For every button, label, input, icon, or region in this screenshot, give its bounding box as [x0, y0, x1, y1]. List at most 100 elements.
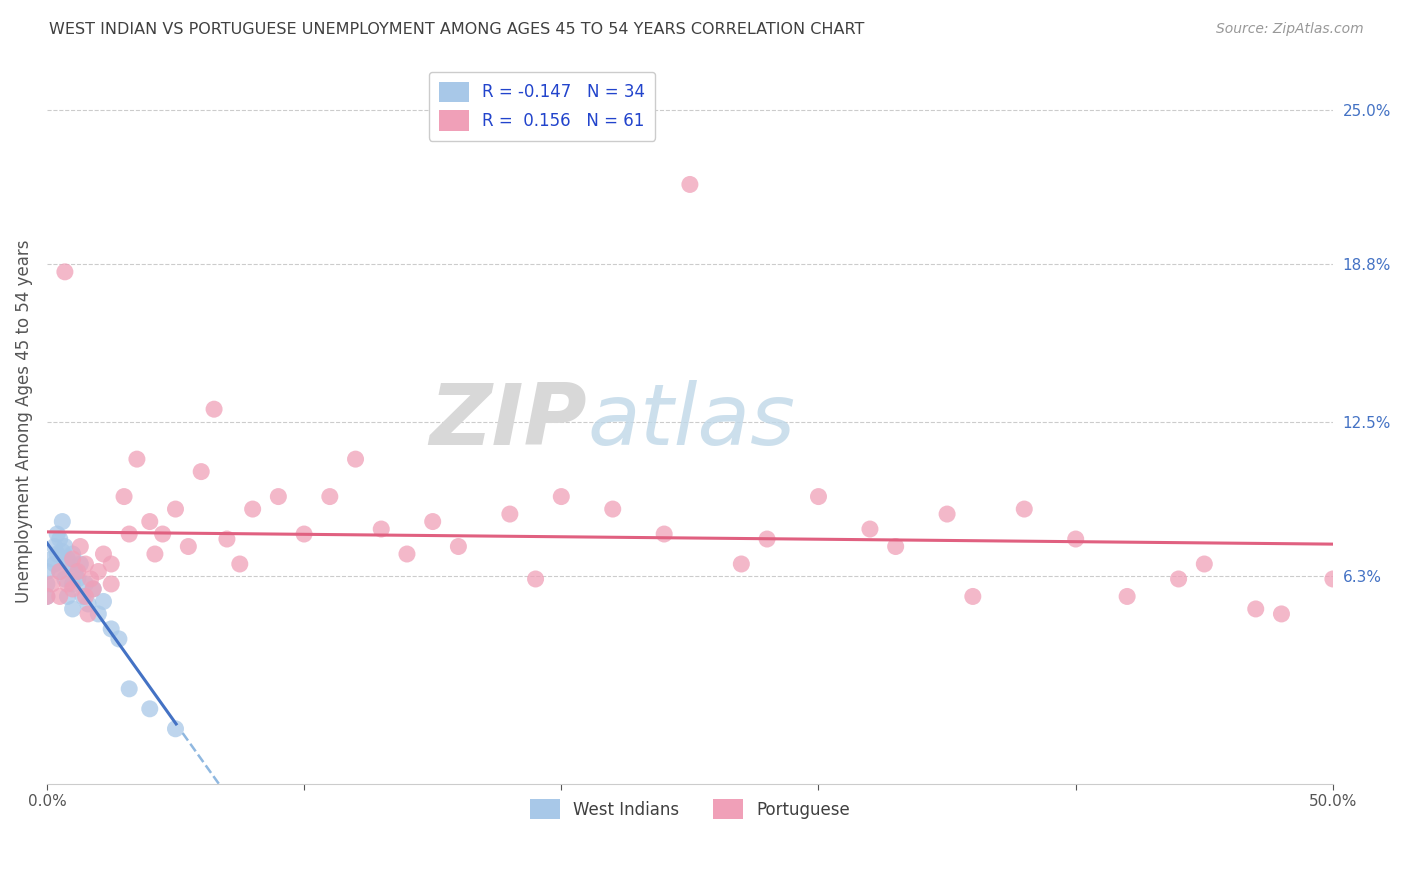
- Point: [229, 557, 252, 571]
- Point: [35, 565, 58, 579]
- Point: [202, 402, 225, 417]
- Point: [1244, 602, 1267, 616]
- Point: [77, 607, 100, 621]
- Point: [75, 557, 97, 571]
- Point: [1270, 607, 1292, 621]
- Point: [82, 582, 104, 596]
- Point: [242, 502, 264, 516]
- Point: [652, 527, 675, 541]
- Point: [46, 547, 69, 561]
- Point: [962, 590, 984, 604]
- Point: [44, 540, 66, 554]
- Point: [550, 490, 572, 504]
- Point: [62, 582, 84, 596]
- Point: [139, 702, 162, 716]
- Point: [35, 590, 58, 604]
- Point: [53, 265, 76, 279]
- Point: [66, 565, 89, 579]
- Point: [730, 557, 752, 571]
- Point: [395, 547, 418, 561]
- Point: [215, 532, 238, 546]
- Point: [87, 607, 110, 621]
- Point: [72, 590, 94, 604]
- Point: [46, 527, 69, 541]
- Point: [936, 507, 959, 521]
- Text: WEST INDIAN VS PORTUGUESE UNEMPLOYMENT AMONG AGES 45 TO 54 YEARS CORRELATION CHA: WEST INDIAN VS PORTUGUESE UNEMPLOYMENT A…: [49, 22, 865, 37]
- Point: [1322, 572, 1344, 586]
- Point: [62, 547, 84, 561]
- Point: [41, 577, 63, 591]
- Point: [499, 507, 522, 521]
- Point: [56, 590, 79, 604]
- Point: [100, 577, 122, 591]
- Point: [108, 632, 131, 646]
- Point: [93, 547, 115, 561]
- Point: [292, 527, 315, 541]
- Text: Source: ZipAtlas.com: Source: ZipAtlas.com: [1216, 22, 1364, 37]
- Point: [69, 557, 91, 571]
- Point: [56, 552, 79, 566]
- Point: [100, 622, 122, 636]
- Point: [859, 522, 882, 536]
- Point: [165, 502, 187, 516]
- Point: [82, 582, 104, 596]
- Point: [56, 577, 79, 591]
- Point: [48, 565, 70, 579]
- Point: [152, 527, 174, 541]
- Point: [524, 572, 547, 586]
- Point: [756, 532, 779, 546]
- Point: [344, 452, 367, 467]
- Point: [884, 540, 907, 554]
- Point: [139, 515, 162, 529]
- Point: [62, 577, 84, 591]
- Point: [447, 540, 470, 554]
- Point: [63, 565, 86, 579]
- Point: [165, 722, 187, 736]
- Point: [48, 590, 70, 604]
- Point: [77, 597, 100, 611]
- Point: [93, 594, 115, 608]
- Point: [53, 572, 76, 586]
- Point: [190, 465, 212, 479]
- Point: [75, 590, 97, 604]
- Point: [62, 602, 84, 616]
- Point: [41, 552, 63, 566]
- Point: [807, 490, 830, 504]
- Point: [267, 490, 290, 504]
- Point: [118, 681, 141, 696]
- Point: [59, 557, 82, 571]
- Point: [118, 527, 141, 541]
- Point: [370, 522, 392, 536]
- Point: [75, 577, 97, 591]
- Point: [35, 577, 58, 591]
- Point: [66, 572, 89, 586]
- Point: [1116, 590, 1139, 604]
- Point: [1064, 532, 1087, 546]
- Point: [679, 178, 702, 192]
- Point: [35, 590, 58, 604]
- Text: ZIP: ZIP: [429, 380, 588, 463]
- Point: [53, 540, 76, 554]
- Point: [1167, 572, 1189, 586]
- Point: [125, 452, 148, 467]
- Point: [1012, 502, 1035, 516]
- Point: [51, 544, 73, 558]
- Point: [48, 532, 70, 546]
- Point: [100, 557, 122, 571]
- Point: [319, 490, 342, 504]
- Point: [112, 490, 135, 504]
- Point: [48, 565, 70, 579]
- Point: [177, 540, 200, 554]
- Legend: West Indians, Portuguese: West Indians, Portuguese: [523, 792, 856, 826]
- Y-axis label: Unemployment Among Ages 45 to 54 years: Unemployment Among Ages 45 to 54 years: [15, 240, 32, 603]
- Point: [1194, 557, 1216, 571]
- Point: [79, 572, 101, 586]
- Point: [602, 502, 624, 516]
- Text: atlas: atlas: [588, 380, 794, 463]
- Point: [143, 547, 166, 561]
- Point: [422, 515, 444, 529]
- Point: [62, 552, 84, 566]
- Point: [51, 515, 73, 529]
- Point: [44, 557, 66, 571]
- Point: [69, 540, 91, 554]
